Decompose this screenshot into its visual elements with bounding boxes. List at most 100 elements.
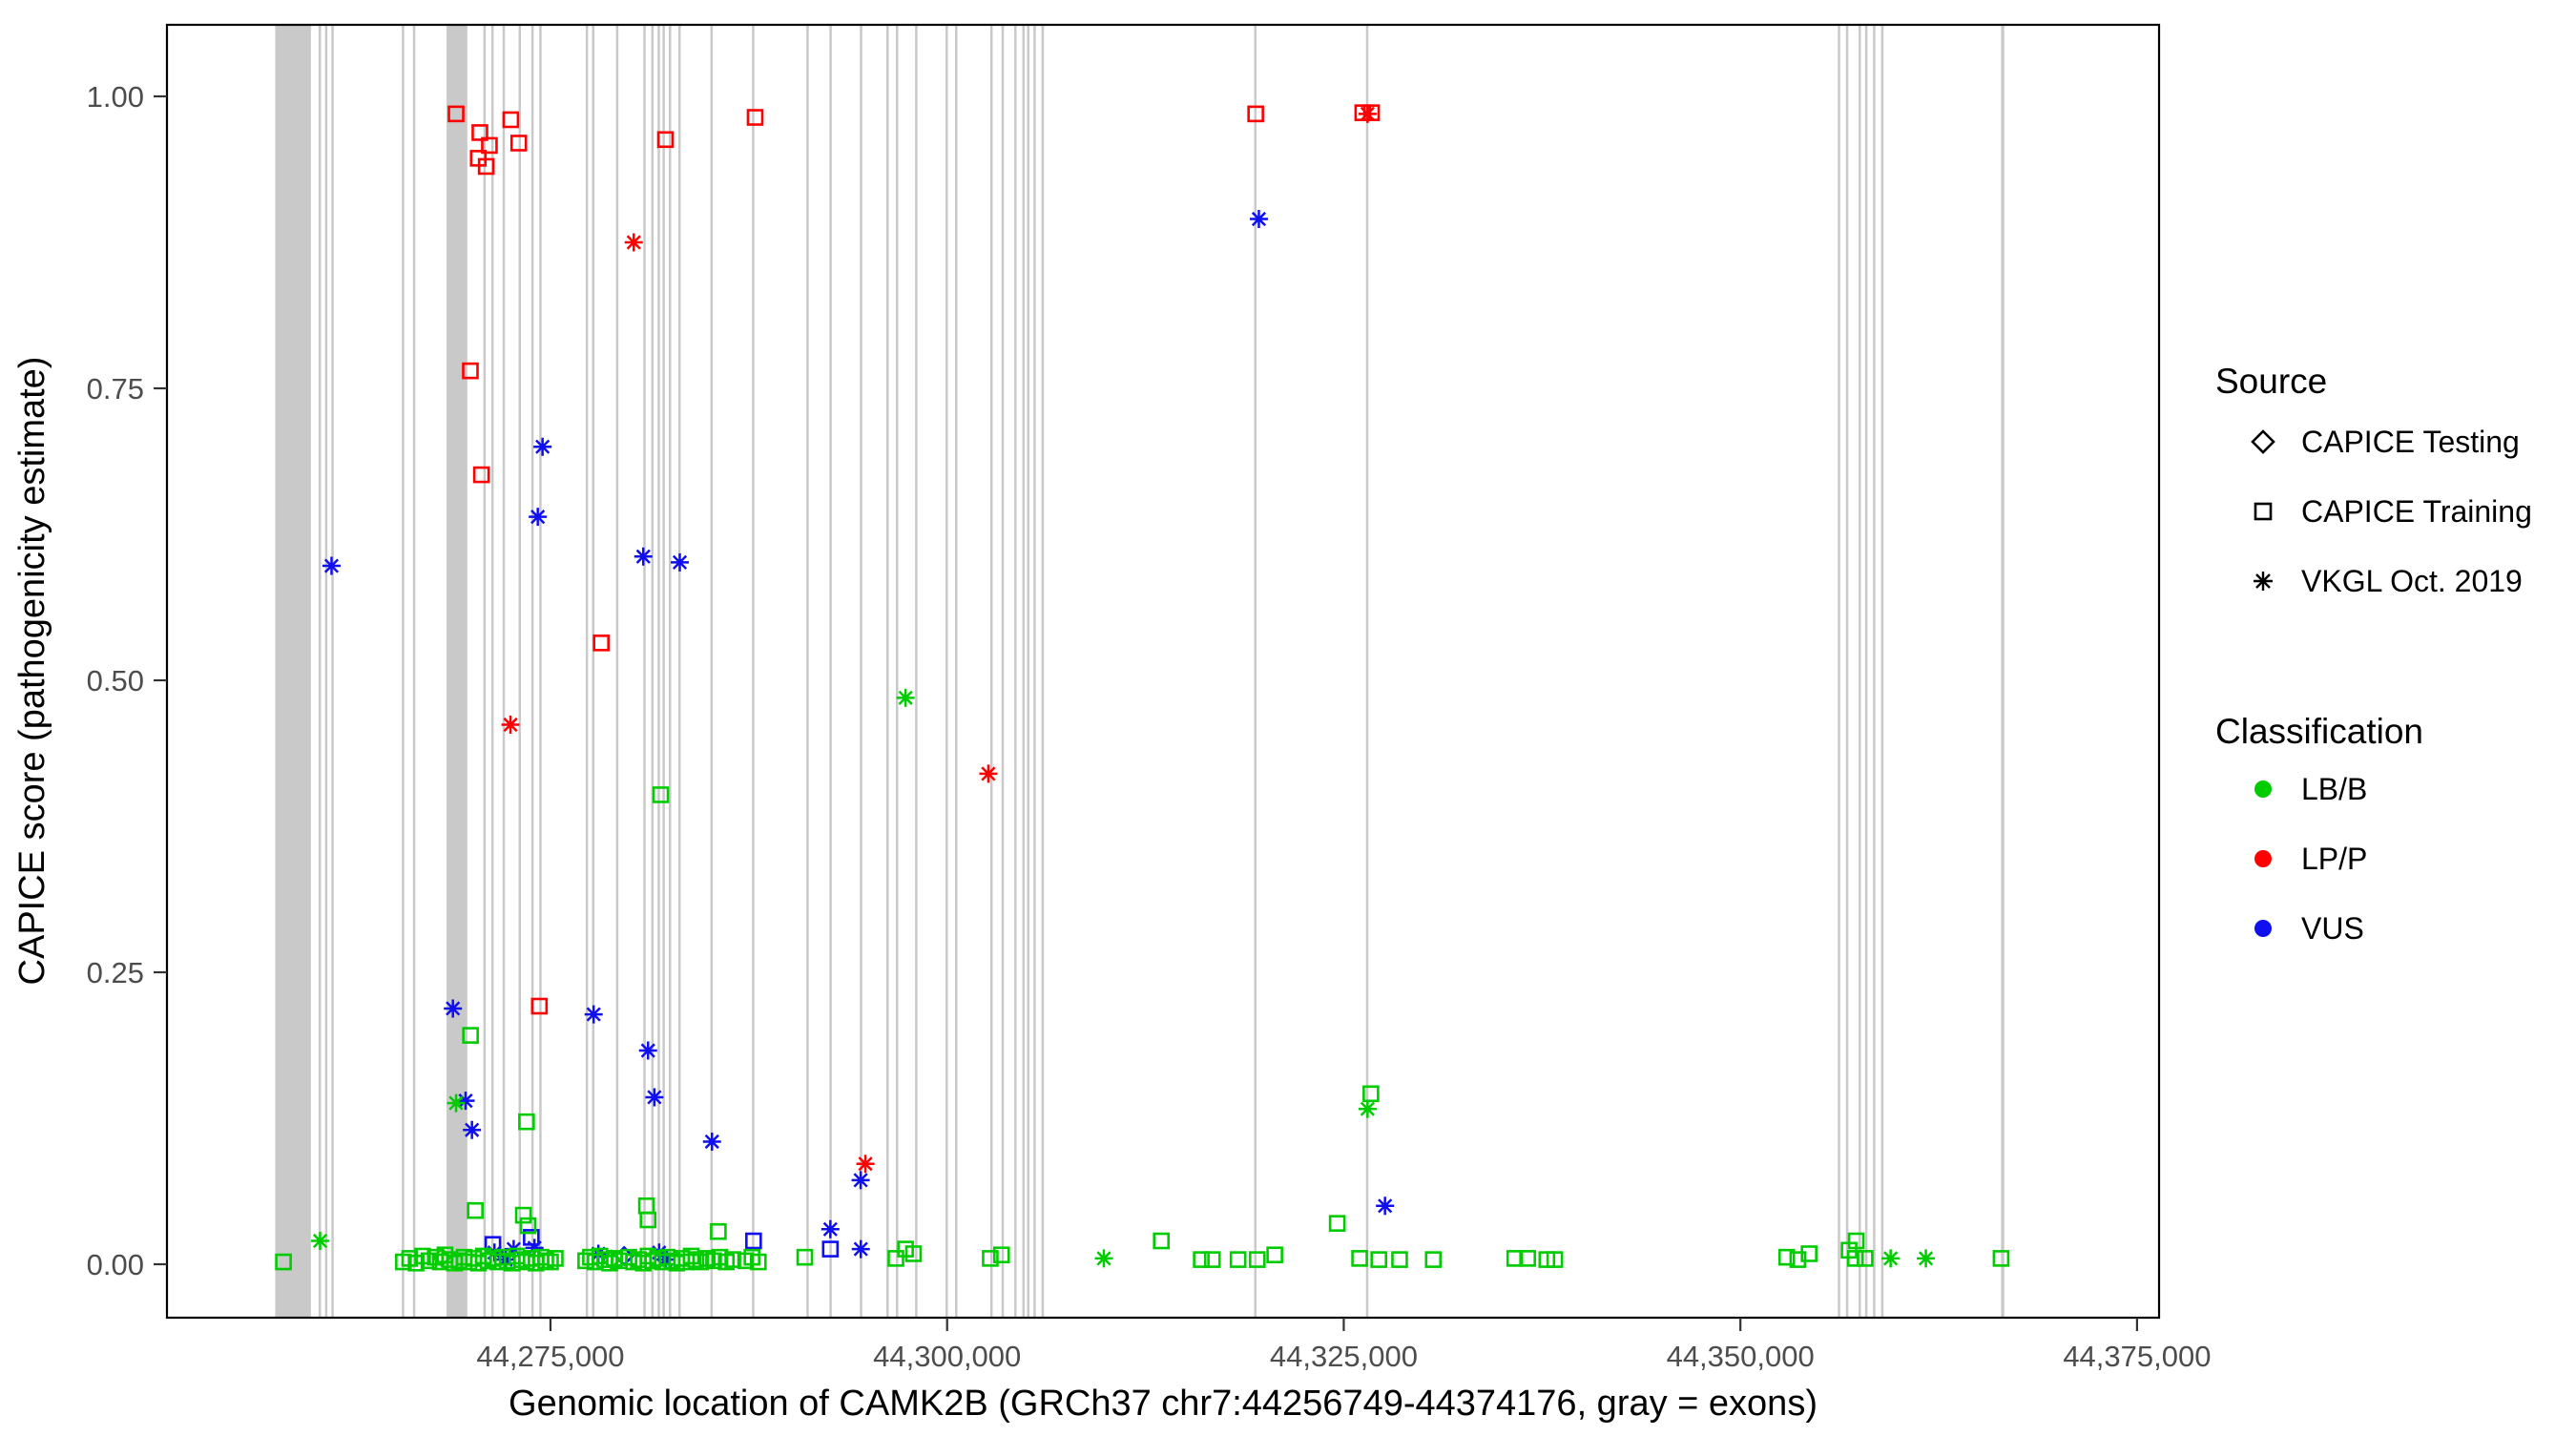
data-point xyxy=(322,556,341,575)
data-point xyxy=(529,508,548,527)
data-point xyxy=(702,1132,721,1151)
exon-bar xyxy=(710,25,714,1318)
exon-bar xyxy=(502,25,506,1318)
legend-label-capice-training: CAPICE Training xyxy=(2301,494,2532,529)
data-point xyxy=(481,136,498,155)
data-point xyxy=(467,1201,484,1219)
exon-bar xyxy=(324,25,328,1318)
data-point xyxy=(1846,1250,1864,1267)
exon-bar xyxy=(945,25,948,1318)
data-point xyxy=(851,1239,870,1259)
data-point xyxy=(462,362,479,380)
data-point xyxy=(1362,1085,1380,1103)
data-point xyxy=(1094,1249,1113,1268)
data-point xyxy=(518,1113,535,1131)
data-point xyxy=(311,1232,330,1251)
exon-bar xyxy=(752,25,755,1318)
data-point xyxy=(656,131,675,149)
data-point xyxy=(1247,105,1264,123)
y-tick-label: 0.75 xyxy=(87,372,144,406)
legend-item-lpp: LP/P xyxy=(2254,842,2367,876)
data-point xyxy=(514,1206,532,1224)
data-point xyxy=(1358,104,1377,123)
data-point xyxy=(887,1250,904,1267)
data-point xyxy=(1229,1251,1247,1268)
data-point xyxy=(592,635,610,652)
data-point xyxy=(982,1250,999,1267)
exon-bar xyxy=(483,25,487,1318)
exon-bar xyxy=(1041,25,1045,1318)
legend-label-capice-testing: CAPICE Testing xyxy=(2301,425,2520,459)
x-tick-label: 44,325,000 xyxy=(1270,1340,1418,1373)
exon-bar xyxy=(1001,25,1005,1318)
data-point xyxy=(1249,210,1268,229)
exon-bar xyxy=(1838,25,1840,1318)
data-points-layer xyxy=(275,104,2010,1272)
exon-bar xyxy=(447,25,467,1318)
data-point xyxy=(904,1245,923,1262)
legend-item-vkgl: VKGL Oct. 2019 xyxy=(2254,564,2523,598)
exon-bar xyxy=(989,25,993,1318)
asterisk-icon xyxy=(2254,572,2273,591)
data-point xyxy=(638,1041,657,1060)
data-point xyxy=(1328,1215,1346,1232)
data-point xyxy=(1424,1251,1443,1268)
lpp-dot-icon xyxy=(2254,850,2272,867)
data-point xyxy=(447,105,465,123)
data-point xyxy=(851,1171,870,1190)
exon-bar xyxy=(806,25,809,1318)
data-point xyxy=(1370,1251,1387,1268)
exon-bar xyxy=(662,25,665,1318)
data-point xyxy=(821,1240,840,1258)
data-point xyxy=(992,1246,1010,1264)
data-point xyxy=(1777,1248,1796,1266)
exon-bar xyxy=(1864,25,1868,1318)
data-point xyxy=(1203,1251,1221,1268)
exon-bar xyxy=(402,25,405,1318)
exon-bar xyxy=(331,25,334,1318)
legend-label-lpp: LP/P xyxy=(2301,842,2367,876)
data-point xyxy=(1249,1251,1266,1268)
exon-bar xyxy=(1873,25,1876,1318)
data-point xyxy=(1506,1250,1524,1267)
data-point xyxy=(501,716,520,735)
exon-bar xyxy=(1014,25,1017,1318)
exon-bar xyxy=(651,25,654,1318)
x-tick-label: 44,275,000 xyxy=(476,1340,624,1373)
legend-item-capice-training: CAPICE Training xyxy=(2254,494,2532,529)
exon-bar xyxy=(2001,25,2005,1318)
data-point xyxy=(796,1248,814,1266)
data-point xyxy=(601,1254,618,1272)
exon-bar xyxy=(678,25,681,1318)
exon-bar xyxy=(1254,25,1257,1318)
data-point xyxy=(447,1093,466,1113)
exon-bar xyxy=(886,25,889,1318)
data-point xyxy=(1847,1232,1865,1250)
data-point xyxy=(530,997,549,1015)
exon-bar xyxy=(1022,25,1026,1318)
data-point xyxy=(1857,1250,1874,1267)
exon-bar xyxy=(657,25,660,1318)
data-point xyxy=(645,1088,664,1107)
data-point xyxy=(1266,1246,1283,1264)
legend: Source CAPICE Testing CAPICE Training VK… xyxy=(2215,362,2532,946)
exon-bar xyxy=(643,25,646,1318)
legend-item-vus: VUS xyxy=(2254,911,2364,946)
exon-bar xyxy=(1880,25,1884,1318)
y-axis-title: CAPICE score (pathogenicity estimate) xyxy=(12,357,52,986)
exon-bar xyxy=(539,25,542,1318)
exon-bar xyxy=(530,25,534,1318)
exon-bar xyxy=(518,25,522,1318)
data-point xyxy=(624,233,643,252)
data-point xyxy=(1153,1232,1171,1250)
exon-bar xyxy=(592,25,595,1318)
x-tick-label: 44,350,000 xyxy=(1667,1340,1815,1373)
data-point xyxy=(710,1222,727,1240)
data-point xyxy=(724,1251,741,1268)
data-point xyxy=(746,109,764,126)
exon-bar xyxy=(1859,25,1861,1318)
data-point xyxy=(462,1027,479,1044)
